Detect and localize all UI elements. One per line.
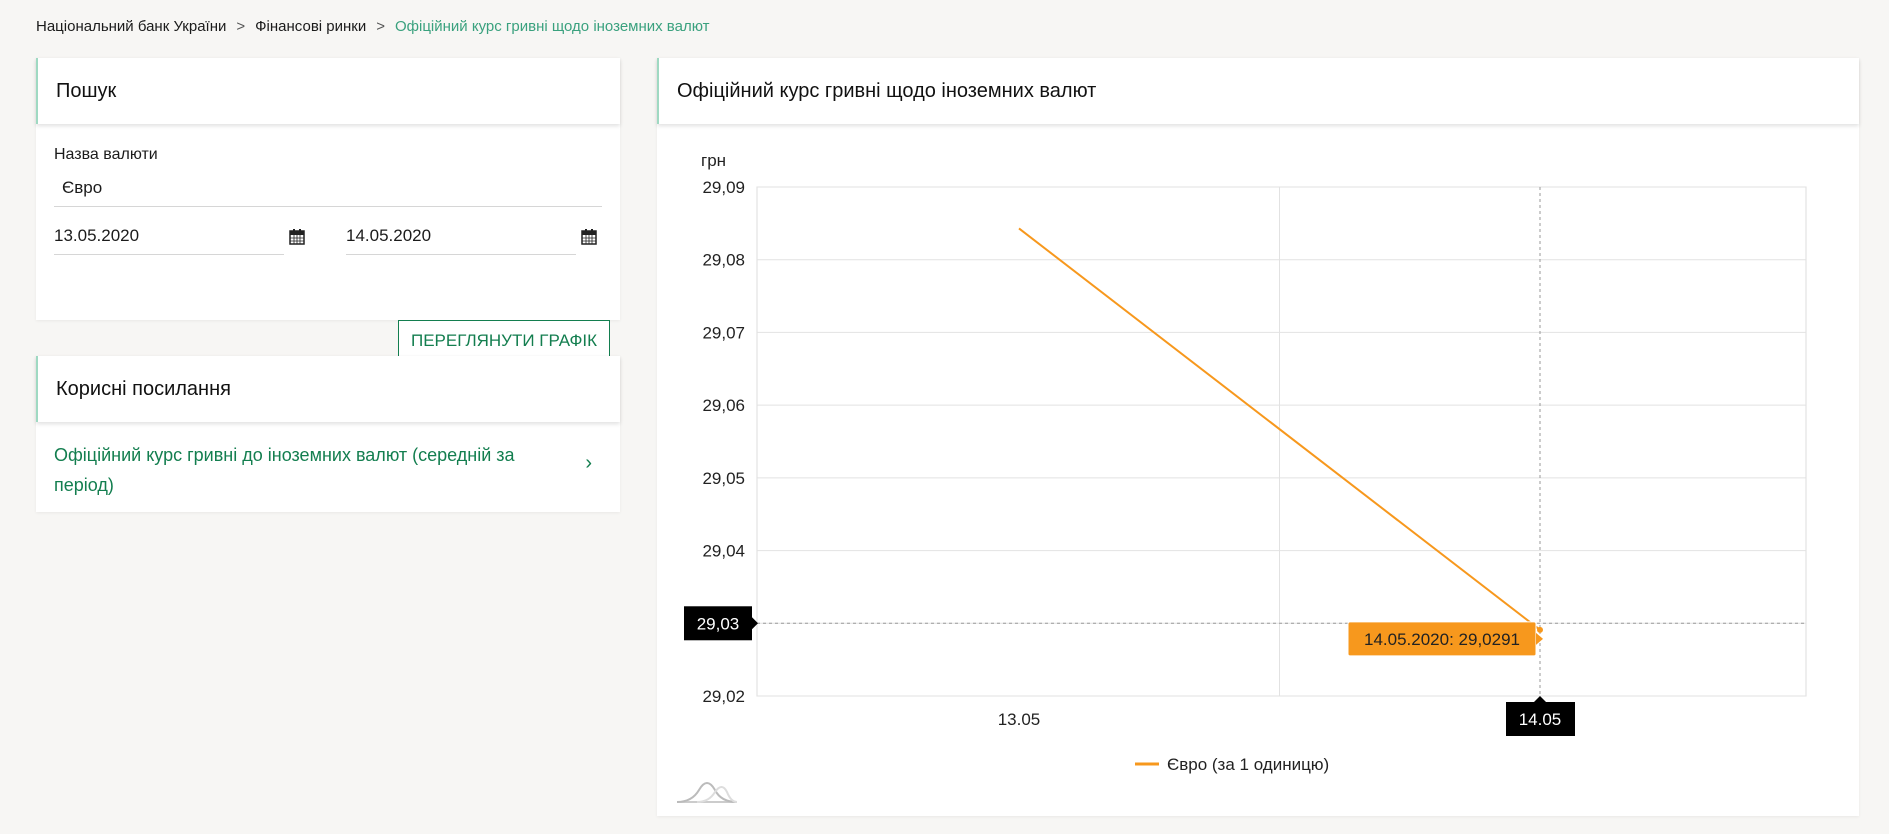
line-chart[interactable]: грн 29,02 29,04 29,05 29,06 29,07 29,08 29,09 1…	[657, 58, 1859, 816]
chevron-right-icon[interactable]: ›	[585, 452, 592, 474]
crosshair-x-label: 14.05	[1519, 710, 1562, 729]
y-tick-label: 29,04	[702, 542, 745, 561]
y-tick-label: 29,07	[702, 323, 745, 342]
crosshair-x-label-box	[1506, 702, 1575, 736]
y-tick-label: 29,02	[702, 687, 745, 706]
breadcrumb-separator: >	[236, 18, 246, 35]
plot-border	[756, 186, 1807, 697]
chart-logo-icon	[676, 782, 738, 803]
y-tick-label: 29,06	[702, 396, 745, 415]
currency-input[interactable]: Євро	[54, 178, 602, 207]
calendar-icon[interactable]	[289, 228, 305, 245]
search-title: Пошук	[36, 58, 620, 124]
series-line-euro	[1018, 227, 1541, 631]
crosshair-y-label: 29,03	[697, 614, 740, 633]
chart-panel: Офіційний курс гривні щодо іноземних вал…	[657, 58, 1859, 816]
tooltip-pointer	[1536, 632, 1543, 645]
x-tick-label: 13.05	[998, 710, 1041, 729]
tooltip-text: 14.05.2020: 29,0291	[1364, 630, 1520, 649]
date-from-input[interactable]: 13.05.2020	[54, 226, 284, 255]
chart-title: Офіційний курс гривні щодо іноземних вал…	[657, 58, 1859, 124]
y-axis-label: грн	[701, 151, 726, 170]
legend-label: Євро (за 1 одиницю)	[1167, 755, 1329, 774]
breadcrumb-home[interactable]: Національний банк України	[36, 18, 227, 35]
y-tick-label: 29,08	[702, 251, 745, 270]
date-to-input[interactable]: 14.05.2020	[346, 226, 576, 255]
breadcrumb-current: Офіційний курс гривні щодо іноземних вал…	[395, 18, 710, 35]
links-title: Корисні посилання	[36, 356, 620, 422]
breadcrumb-markets[interactable]: Фінансові ринки	[255, 18, 367, 35]
y-tick-label: 29,09	[702, 178, 745, 197]
view-chart-button[interactable]: ПЕРЕГЛЯНУТИ ГРАФІК	[398, 320, 610, 361]
calendar-icon[interactable]	[581, 228, 597, 245]
links-panel: Корисні посилання Офіційний курс гривні …	[36, 356, 620, 512]
breadcrumb: Національний банк України > Фінансові ри…	[36, 18, 710, 35]
breadcrumb-separator: >	[376, 18, 385, 35]
crosshair-y-label-box	[684, 606, 752, 641]
crosshair-y-label-pointer	[752, 617, 758, 630]
crosshair-x-label-pointer	[1534, 696, 1546, 702]
search-panel: Пошук Назва валюти Євро 13.05.2020 14.05…	[36, 58, 620, 361]
currency-label: Назва валюти	[54, 146, 158, 163]
data-point	[1537, 626, 1543, 633]
link-average-rate[interactable]: Офіційний курс гривні до іноземних валют…	[54, 445, 515, 495]
y-tick-label: 29,05	[702, 469, 745, 488]
legend[interactable]: Євро (за 1 одиницю)	[1135, 755, 1329, 774]
